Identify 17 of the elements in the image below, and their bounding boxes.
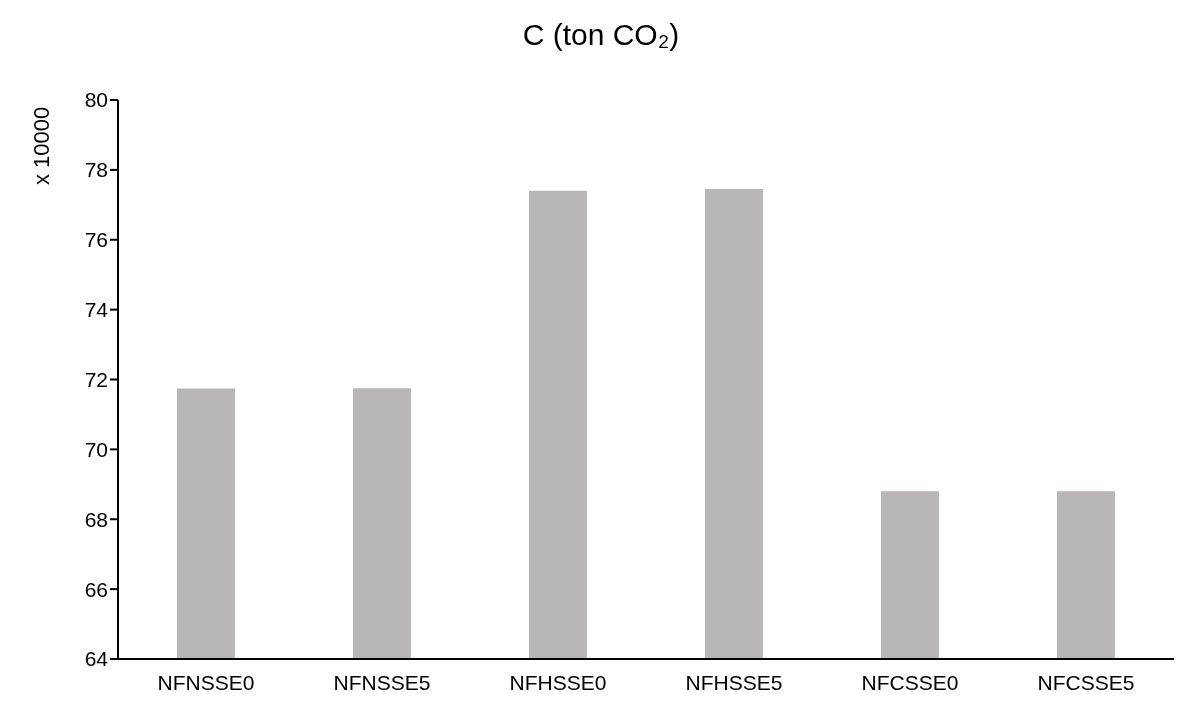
- y-axis-title: x 10000: [28, 106, 54, 185]
- y-tick-label: 78: [84, 158, 108, 182]
- y-tick-label: 72: [84, 367, 108, 391]
- x-tick-label: NFCSSE5: [1037, 670, 1135, 694]
- x-tick-label: NFCSSE0: [861, 670, 959, 694]
- x-tick-label: NFNSSE5: [333, 670, 431, 694]
- chart-title: C (ton CO₂): [521, 17, 681, 53]
- y-tick-label: 80: [84, 88, 108, 112]
- y-tick-label: 66: [84, 577, 108, 601]
- y-tick-label: 64: [84, 647, 109, 671]
- y-tick-label: 74: [84, 298, 109, 322]
- y-tick-label: 68: [84, 507, 108, 531]
- x-tick-label: NFNSSE0: [157, 670, 255, 694]
- x-tick-label: NFHSSE5: [685, 670, 783, 694]
- y-tick-label: 70: [84, 437, 108, 461]
- x-tick-label: NFHSSE0: [509, 670, 607, 694]
- y-tick-label: 76: [84, 228, 108, 252]
